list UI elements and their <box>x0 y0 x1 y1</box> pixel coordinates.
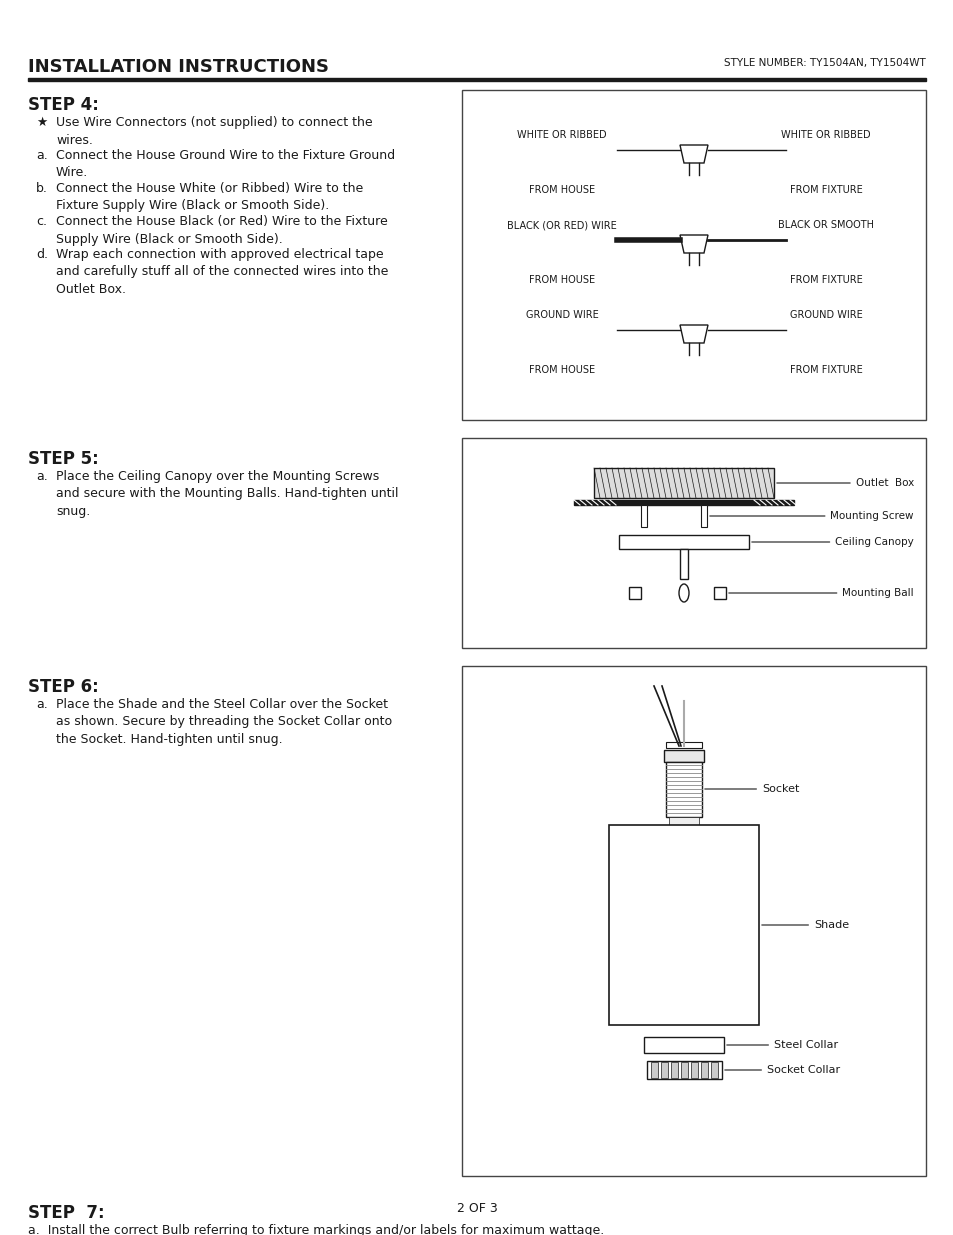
Text: a.: a. <box>36 471 48 483</box>
Bar <box>643 1037 723 1053</box>
Text: b.: b. <box>36 182 48 195</box>
Bar <box>28 78 925 82</box>
Bar <box>618 535 748 550</box>
Text: GROUND WIRE: GROUND WIRE <box>789 310 862 320</box>
Text: Ceiling Canopy: Ceiling Canopy <box>751 537 913 547</box>
Text: Shade: Shade <box>761 920 848 930</box>
Text: GROUND WIRE: GROUND WIRE <box>525 310 598 320</box>
Bar <box>646 1061 721 1079</box>
Text: Place the Ceiling Canopy over the Mounting Screws
and secure with the Mounting B: Place the Ceiling Canopy over the Mounti… <box>56 471 398 517</box>
Text: BLACK (OR RED) WIRE: BLACK (OR RED) WIRE <box>507 220 617 230</box>
Text: FROM FIXTURE: FROM FIXTURE <box>789 185 862 195</box>
Text: a.: a. <box>36 149 48 162</box>
Text: STEP  7:: STEP 7: <box>28 1204 105 1221</box>
Text: FROM HOUSE: FROM HOUSE <box>528 185 595 195</box>
Text: BLACK OR SMOOTH: BLACK OR SMOOTH <box>778 220 873 230</box>
Text: a.: a. <box>36 698 48 711</box>
Bar <box>594 468 773 498</box>
Text: FROM HOUSE: FROM HOUSE <box>528 275 595 285</box>
Text: Mounting Screw: Mounting Screw <box>709 511 913 521</box>
Text: Mounting Ball: Mounting Ball <box>728 588 913 598</box>
Text: INSTALLATION INSTRUCTIONS: INSTALLATION INSTRUCTIONS <box>28 58 329 77</box>
Polygon shape <box>679 235 707 253</box>
Bar <box>650 1062 658 1078</box>
Text: WHITE OR RIBBED: WHITE OR RIBBED <box>781 130 870 140</box>
Text: Connect the House White (or Ribbed) Wire to the
Fixture Supply Wire (Black or Sm: Connect the House White (or Ribbed) Wire… <box>56 182 363 212</box>
Text: Connect the House Ground Wire to the Fixture Ground
Wire.: Connect the House Ground Wire to the Fix… <box>56 149 395 179</box>
Text: FROM HOUSE: FROM HOUSE <box>528 366 595 375</box>
Bar <box>660 1062 667 1078</box>
Text: STYLE NUMBER: TY1504AN, TY1504WT: STYLE NUMBER: TY1504AN, TY1504WT <box>723 58 925 68</box>
Polygon shape <box>679 325 707 343</box>
Bar <box>700 505 706 527</box>
Text: STEP 4:: STEP 4: <box>28 96 99 114</box>
Text: STEP 5:: STEP 5: <box>28 450 99 468</box>
Bar <box>680 1062 687 1078</box>
Text: Connect the House Black (or Red) Wire to the Fixture
Supply Wire (Black or Smoot: Connect the House Black (or Red) Wire to… <box>56 215 387 246</box>
Bar <box>665 742 701 748</box>
Text: Steel Collar: Steel Collar <box>726 1040 838 1050</box>
Bar <box>679 550 687 579</box>
Bar <box>461 438 925 648</box>
Bar <box>663 750 703 762</box>
Text: ★: ★ <box>36 116 48 128</box>
Bar <box>665 762 701 818</box>
Text: STEP 6:: STEP 6: <box>28 678 99 697</box>
Text: 2 OF 3: 2 OF 3 <box>456 1202 497 1215</box>
Bar <box>690 1062 698 1078</box>
Bar <box>461 90 925 420</box>
Text: Socket: Socket <box>704 784 799 794</box>
Text: Wrap each connection with approved electrical tape
and carefully stuff all of th: Wrap each connection with approved elect… <box>56 248 388 296</box>
Text: Place the Shade and the Steel Collar over the Socket
as shown. Secure by threadi: Place the Shade and the Steel Collar ove… <box>56 698 392 746</box>
Text: WHITE OR RIBBED: WHITE OR RIBBED <box>517 130 606 140</box>
Bar <box>713 587 725 599</box>
Bar <box>700 1062 707 1078</box>
Polygon shape <box>679 144 707 163</box>
Text: FROM FIXTURE: FROM FIXTURE <box>789 366 862 375</box>
Bar <box>668 818 699 827</box>
Text: a.  Install the correct Bulb referring to fixture markings and/or labels for max: a. Install the correct Bulb referring to… <box>28 1224 603 1235</box>
Bar <box>670 1062 678 1078</box>
Text: Use Wire Connectors (not supplied) to connect the
wires.: Use Wire Connectors (not supplied) to co… <box>56 116 373 147</box>
Text: c.: c. <box>36 215 47 228</box>
Ellipse shape <box>679 584 688 601</box>
Bar <box>628 587 640 599</box>
Text: Outlet  Box: Outlet Box <box>776 478 913 488</box>
Text: d.: d. <box>36 248 48 261</box>
Bar <box>710 1062 718 1078</box>
Text: FROM FIXTURE: FROM FIXTURE <box>789 275 862 285</box>
Text: Socket Collar: Socket Collar <box>724 1065 840 1074</box>
Bar <box>461 666 925 1176</box>
Bar <box>640 505 646 527</box>
Bar <box>608 825 759 1025</box>
Bar <box>574 500 793 505</box>
